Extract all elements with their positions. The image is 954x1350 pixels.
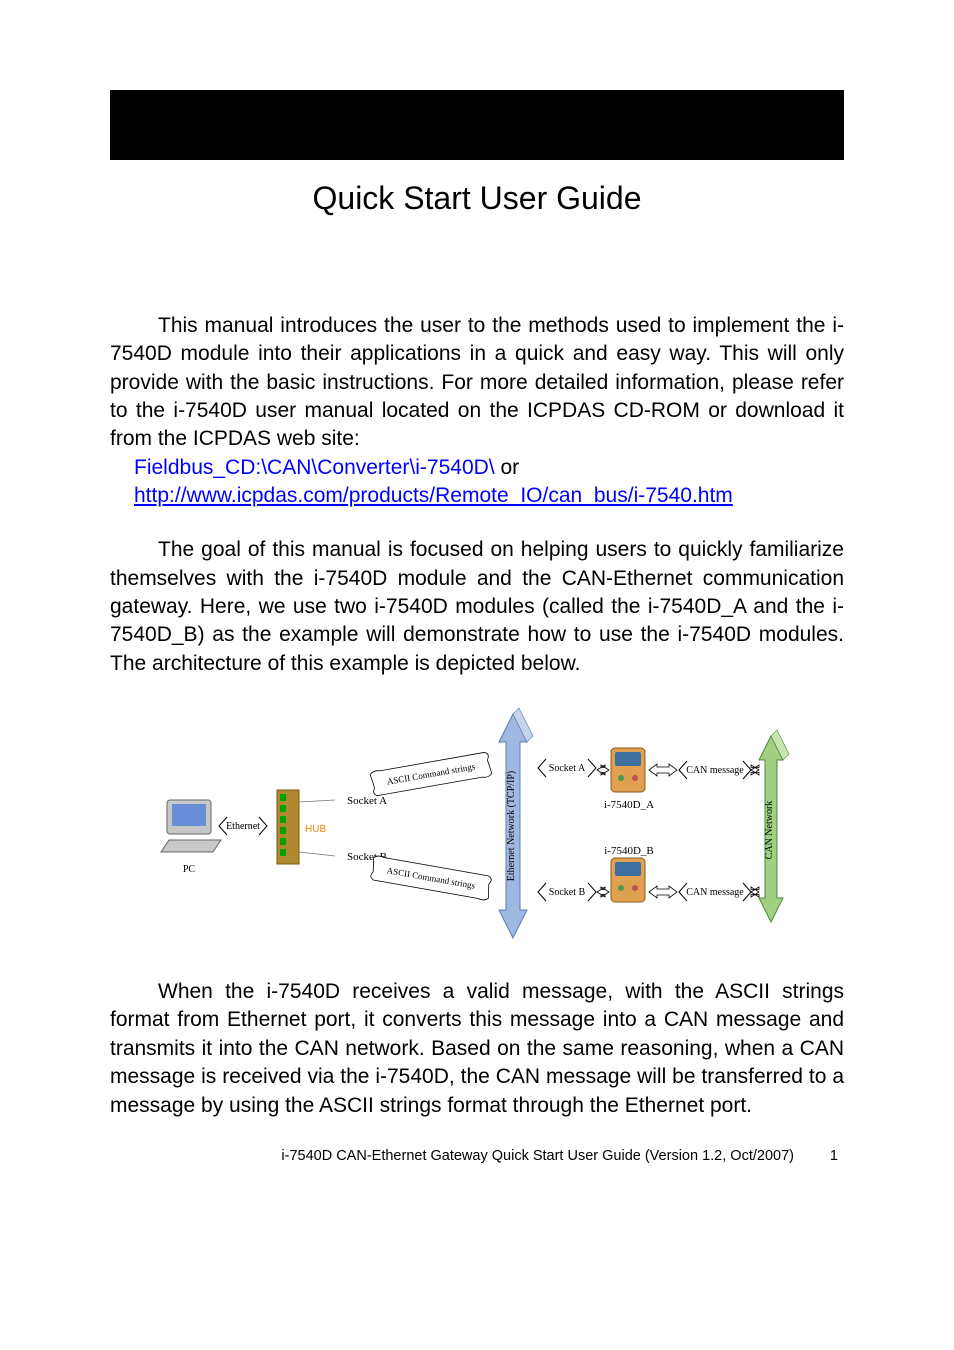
svg-text:Socket B: Socket B [549, 887, 586, 898]
web-url-link[interactable]: http://www.icpdas.com/products/Remote_IO… [134, 484, 733, 507]
intro-paragraph-2: The goal of this manual is focused on he… [110, 536, 844, 678]
footer-text: i-7540D CAN-Ethernet Gateway Quick Start… [281, 1148, 794, 1164]
cd-path-tail: or [495, 456, 520, 479]
svg-text:CAN message: CAN message [686, 887, 744, 898]
cd-path-line: Fieldbus_CD:\CAN\Converter\i-7540D\ or [134, 454, 844, 482]
svg-text:i-7540D_B: i-7540D_B [604, 845, 654, 857]
svg-text:Socket A: Socket A [549, 763, 586, 774]
svg-text:CAN Network: CAN Network [764, 801, 775, 860]
svg-text:Socket A: Socket A [347, 795, 387, 807]
page-footer: i-7540D CAN-Ethernet Gateway Quick Start… [110, 1148, 844, 1164]
intro-paragraph-3: When the i-7540D receives a valid messag… [110, 978, 844, 1120]
footer-page-number: 1 [798, 1148, 838, 1164]
header-black-bar [110, 90, 844, 160]
page-title: Quick Start User Guide [110, 180, 844, 217]
web-url-line: http://www.icpdas.com/products/Remote_IO… [134, 482, 844, 510]
svg-text:Ethernet Network (TCP/IP): Ethernet Network (TCP/IP) [506, 771, 517, 882]
svg-text:Ethernet: Ethernet [226, 821, 260, 832]
cd-path-text: Fieldbus_CD:\CAN\Converter\i-7540D\ [134, 456, 495, 479]
architecture-diagram: PCEthernetHUBSocket ASocket BASCII Comma… [110, 692, 844, 960]
svg-text:PC: PC [183, 864, 196, 875]
svg-text:CAN message: CAN message [686, 765, 744, 776]
svg-text:i-7540D_A: i-7540D_A [604, 799, 654, 811]
intro-paragraph-1: This manual introduces the user to the m… [110, 312, 844, 454]
svg-text:HUB: HUB [305, 824, 326, 835]
